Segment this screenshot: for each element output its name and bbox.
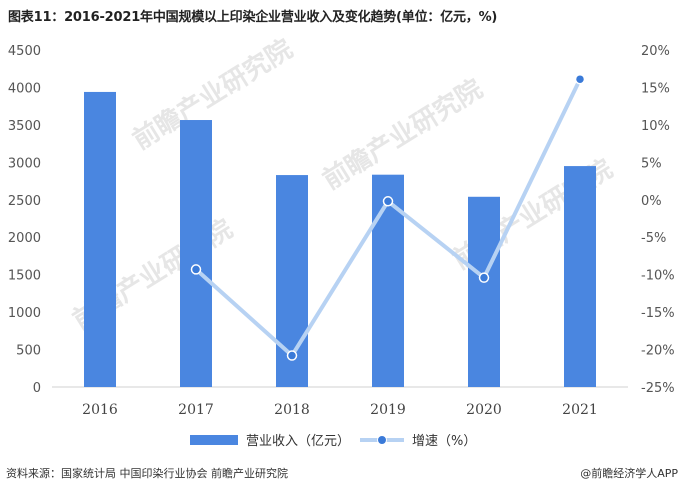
right-tick-label: 15% — [641, 81, 670, 96]
right-tick-label: 0% — [641, 194, 662, 209]
growth-line — [190, 73, 586, 361]
x-tick-label: 2020 — [466, 402, 502, 418]
legend-item-revenue: 营业收入（亿元） — [190, 430, 350, 449]
line-point — [478, 272, 490, 283]
bar — [564, 166, 596, 387]
left-tick-label: 1500 — [8, 269, 41, 284]
right-tick-label: 20% — [641, 44, 670, 59]
x-tick-label: 2017 — [178, 402, 214, 418]
right-axis-ticks: -25% -20% -15% -10% -5% 0% 5% 10% 15% 20% — [641, 44, 675, 396]
left-tick-label: 2500 — [8, 194, 41, 209]
right-tick-label: 10% — [641, 119, 670, 134]
left-tick-label: 0 — [33, 381, 41, 396]
chart-title: 图表11：2016-2021年中国规模以上印染企业营业收入及变化趋势(单位：亿元… — [8, 10, 498, 25]
right-tick-label: -15% — [641, 306, 675, 321]
bar — [180, 120, 212, 387]
legend-bar-swatch — [190, 434, 238, 445]
line-point — [190, 264, 202, 275]
left-tick-label: 4000 — [8, 81, 41, 96]
left-tick-label: 1000 — [8, 306, 41, 321]
left-tick-label: 4500 — [8, 44, 41, 59]
right-tick-label: -25% — [641, 381, 675, 396]
watermark-text: 前瞻产业研究院 — [127, 33, 298, 156]
source-note: 资料来源：国家统计局 中国印染行业协会 前瞻产业研究院 — [6, 467, 288, 480]
line-point — [286, 350, 298, 361]
x-tick-label: 2016 — [82, 402, 118, 418]
line-point — [574, 73, 586, 85]
legend-bar-label: 营业收入（亿元） — [246, 434, 351, 449]
bar — [84, 91, 116, 387]
x-tick-label: 2019 — [370, 402, 406, 418]
left-tick-label: 3000 — [8, 156, 41, 171]
right-tick-label: -10% — [641, 269, 675, 284]
right-tick-label: 5% — [641, 156, 662, 171]
x-tick-label: 2021 — [562, 402, 598, 418]
brand-credit: @前瞻经济学人APP — [580, 467, 678, 480]
legend-line-swatch — [360, 434, 404, 445]
right-tick-label: -5% — [641, 231, 666, 246]
x-axis-ticks: 2016 2017 2018 2019 2020 2021 — [82, 402, 598, 418]
x-tick-label: 2018 — [274, 402, 310, 418]
right-tick-label: -20% — [641, 344, 675, 359]
line-point — [382, 196, 394, 207]
footer: 资料来源：国家统计局 中国印染行业协会 前瞻产业研究院 @前瞻经济学人APP — [0, 465, 686, 485]
left-tick-label: 2000 — [8, 231, 41, 246]
left-axis-ticks: 0 500 1000 1500 2000 2500 3000 3500 4000 4500 — [8, 44, 41, 396]
legend-item-growth: 增速（%） — [360, 430, 476, 449]
bar — [468, 196, 500, 387]
legend-line-label: 增速（%） — [412, 434, 477, 449]
legend: 营业收入（亿元） 增速（%） — [0, 430, 686, 454]
left-tick-label: 500 — [16, 344, 41, 359]
bar — [372, 174, 404, 387]
left-tick-label: 3500 — [8, 119, 41, 134]
